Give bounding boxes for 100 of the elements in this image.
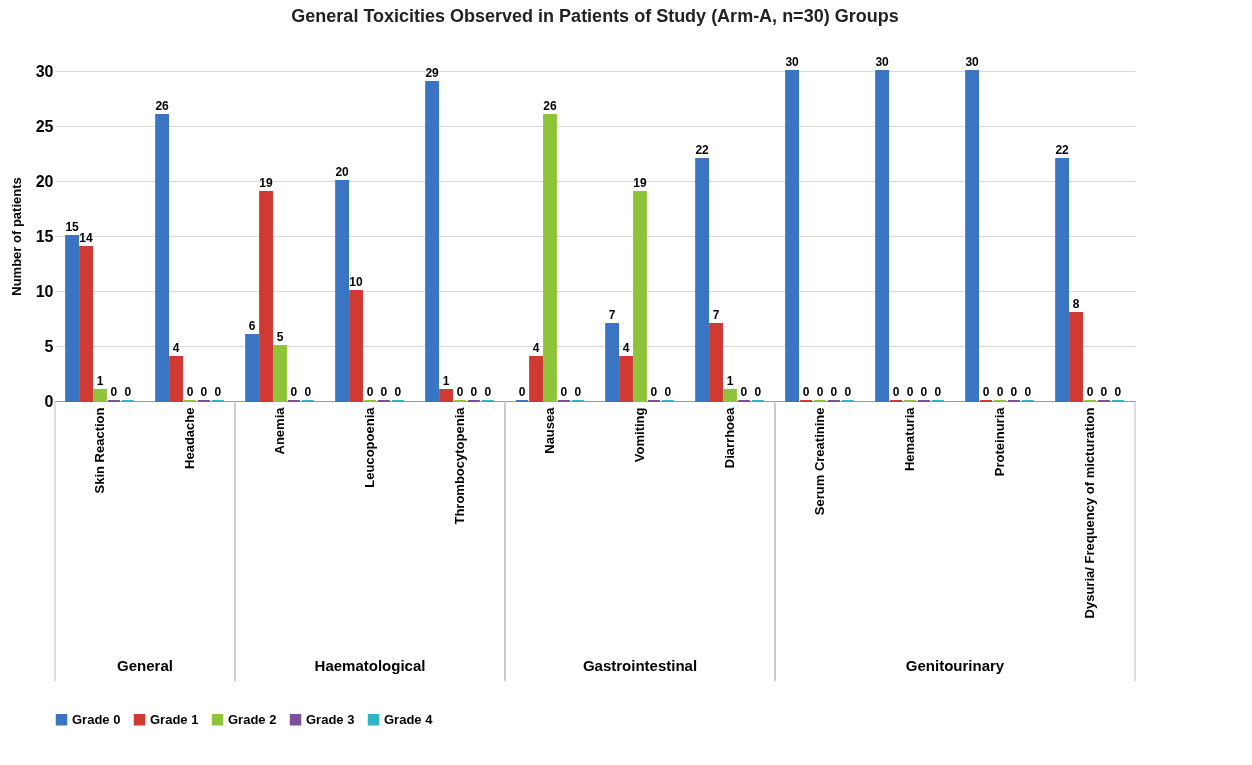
- y-tick-label: 5: [44, 337, 54, 355]
- bar: [425, 81, 440, 402]
- legend-label: Grade 3: [306, 711, 355, 727]
- data-label: 26: [543, 99, 557, 113]
- data-label: 7: [608, 308, 616, 322]
- y-tick-label: 30: [35, 62, 54, 80]
- data-label: 22: [1055, 143, 1070, 157]
- bar: [965, 70, 980, 402]
- data-label: 8: [1072, 297, 1080, 311]
- data-label: 14: [79, 231, 94, 245]
- legend-label: Grade 0: [72, 711, 121, 727]
- y-axis-title: Number of patients: [8, 177, 24, 296]
- data-label: 0: [816, 385, 824, 399]
- data-label: 0: [470, 385, 478, 399]
- data-label: 0: [214, 385, 222, 399]
- data-label: 0: [110, 385, 118, 399]
- data-label: 0: [830, 385, 838, 399]
- data-label: 30: [785, 55, 800, 69]
- data-label: 0: [1100, 385, 1108, 399]
- x-tick-label: Proteinuria: [992, 406, 1007, 477]
- data-label: 0: [394, 385, 402, 399]
- x-tick-label: Skin Reaction: [92, 407, 107, 494]
- bar: [1055, 158, 1070, 402]
- data-label: 0: [456, 385, 464, 399]
- data-label: 5: [276, 330, 284, 344]
- bar: [543, 114, 557, 402]
- text: General: [117, 657, 173, 674]
- bar: [723, 389, 737, 402]
- data-label: 0: [892, 385, 900, 399]
- bar: [273, 345, 287, 402]
- bar: [605, 323, 620, 402]
- bar: [439, 389, 453, 402]
- legend-label: Grade 4: [384, 711, 434, 727]
- data-label: 0: [664, 385, 672, 399]
- data-label: 0: [200, 385, 208, 399]
- data-label: 0: [982, 385, 990, 399]
- chart-title: General Toxicities Observed in Patients of Study (Arm-A, n=30) Groups: [291, 6, 899, 26]
- bar: [349, 290, 363, 402]
- x-tick-label: Nausea: [542, 406, 557, 454]
- data-label: 0: [518, 385, 526, 399]
- bar: [169, 356, 183, 402]
- data-label: 0: [934, 385, 942, 399]
- x-tick-label: Serum Creatinine: [812, 407, 827, 516]
- data-label: 0: [740, 385, 748, 399]
- data-label: 0: [484, 385, 492, 399]
- bar: [245, 334, 260, 402]
- bar: [65, 235, 80, 402]
- bar: [695, 158, 710, 402]
- data-label: 0: [366, 385, 374, 399]
- y-tick-label: 15: [35, 227, 54, 245]
- x-tick-label: Hematuria: [902, 406, 917, 472]
- data-label: 0: [906, 385, 914, 399]
- data-label: 30: [965, 55, 980, 69]
- bar: [1069, 312, 1083, 402]
- data-label: 0: [802, 385, 810, 399]
- x-tick-label: Dysuria/ Frequency of micturation: [1082, 407, 1097, 619]
- bar: [709, 323, 723, 402]
- bar: [633, 191, 647, 402]
- bar: [619, 356, 633, 402]
- data-label: 1: [442, 374, 450, 388]
- data-label: 10: [349, 275, 364, 289]
- data-label: 0: [996, 385, 1004, 399]
- data-label: 0: [290, 385, 298, 399]
- x-tick-label: Headache: [182, 407, 197, 469]
- data-label: 22: [695, 143, 710, 157]
- x-tick-label: Diarrhoea: [722, 406, 737, 469]
- data-label: 0: [124, 385, 132, 399]
- data-label: 0: [574, 385, 582, 399]
- text: Gastrointestinal: [582, 657, 698, 674]
- bar: [93, 389, 107, 402]
- data-label: 1: [726, 374, 734, 388]
- y-tick-label: 10: [35, 282, 54, 300]
- data-label: 1: [96, 374, 104, 388]
- data-label: 0: [754, 385, 762, 399]
- y-tick-label: 20: [35, 172, 54, 190]
- x-tick-label: Leucopoenia: [362, 406, 377, 488]
- data-label: 0: [186, 385, 194, 399]
- bar: [875, 70, 890, 402]
- data-label: 15: [65, 220, 80, 234]
- data-label: 4: [622, 341, 630, 355]
- bar: [259, 191, 273, 402]
- data-label: 0: [304, 385, 312, 399]
- data-label: 19: [633, 176, 647, 190]
- data-label: 0: [1086, 385, 1094, 399]
- x-tick-label: Thrombocytopenia: [452, 406, 467, 525]
- data-label: 26: [155, 99, 170, 113]
- data-label: 0: [650, 385, 658, 399]
- legend-label: Grade 2: [228, 711, 277, 727]
- text: Genitourinary: [905, 657, 1005, 674]
- data-label: 0: [920, 385, 928, 399]
- data-label: 29: [425, 66, 440, 80]
- bar: [155, 114, 170, 402]
- legend-label: Grade 1: [150, 711, 199, 727]
- data-label: 19: [259, 176, 274, 190]
- bar: [79, 246, 93, 402]
- data-label: 7: [712, 308, 720, 322]
- y-tick-label: 0: [44, 392, 54, 410]
- bar: [529, 356, 543, 402]
- data-label: 0: [560, 385, 568, 399]
- bar: [335, 180, 350, 402]
